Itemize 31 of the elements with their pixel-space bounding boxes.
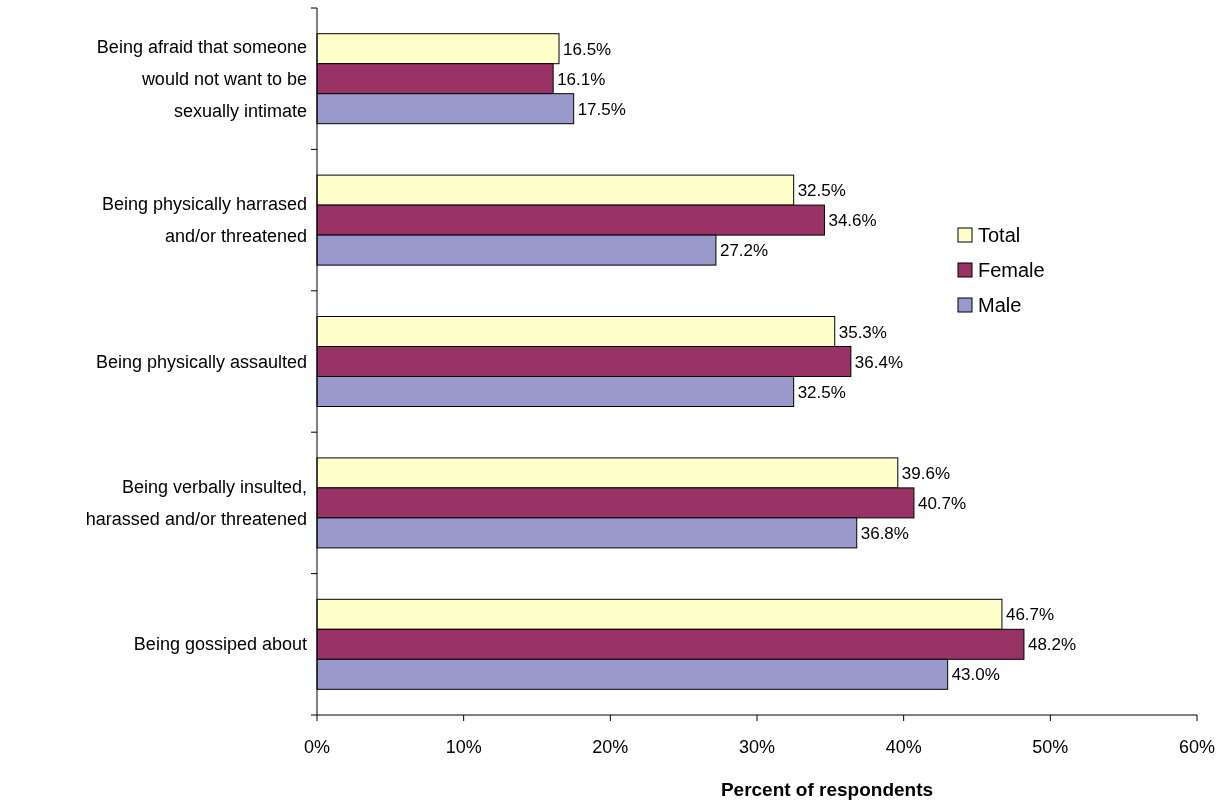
data-label: 16.1% bbox=[557, 69, 606, 89]
x-tick-label: 20% bbox=[592, 737, 629, 757]
x-tick-label: 10% bbox=[445, 737, 482, 757]
x-tick-label: 40% bbox=[885, 737, 922, 757]
data-label: 48.2% bbox=[1027, 635, 1077, 655]
x-tick-label: 0% bbox=[303, 737, 331, 757]
y-tick-label: Being gossiped about bbox=[133, 634, 307, 655]
y-tick-label: Being physically harrased and/or threatened bbox=[101, 194, 307, 247]
y-tick-label: Being physically assaulted bbox=[95, 351, 307, 372]
legend-label: Total bbox=[978, 224, 1021, 246]
data-label: 43.0% bbox=[951, 665, 1000, 685]
data-label: 16.5% bbox=[563, 39, 612, 59]
data-label: 36.8% bbox=[860, 523, 909, 543]
x-axis-title: Percent of respondents bbox=[720, 779, 934, 800]
legend-label: Male bbox=[978, 294, 1022, 316]
data-label: 35.3% bbox=[838, 322, 887, 342]
x-tick-label: 50% bbox=[1032, 737, 1069, 757]
x-tick-label: 30% bbox=[738, 737, 776, 757]
data-label: 32.5% bbox=[797, 382, 846, 402]
data-label: 27.2% bbox=[719, 241, 769, 261]
data-label: 39.6% bbox=[901, 463, 950, 483]
data-label: 36.4% bbox=[854, 352, 904, 372]
data-label: 17.5% bbox=[577, 99, 626, 119]
data-label: 40.7% bbox=[917, 493, 967, 513]
data-label: 46.7% bbox=[1005, 605, 1055, 625]
y-tick-label: Being afraid that someone would not want to be sexually intimate bbox=[96, 36, 307, 121]
y-tick-label: Being verbally insulted, harassed and/or threatened bbox=[85, 476, 307, 529]
data-label: 34.6% bbox=[828, 211, 877, 231]
data-label: 32.5% bbox=[797, 181, 846, 201]
x-tick-label: 60% bbox=[1178, 737, 1216, 757]
legend-label: Female bbox=[978, 259, 1045, 281]
